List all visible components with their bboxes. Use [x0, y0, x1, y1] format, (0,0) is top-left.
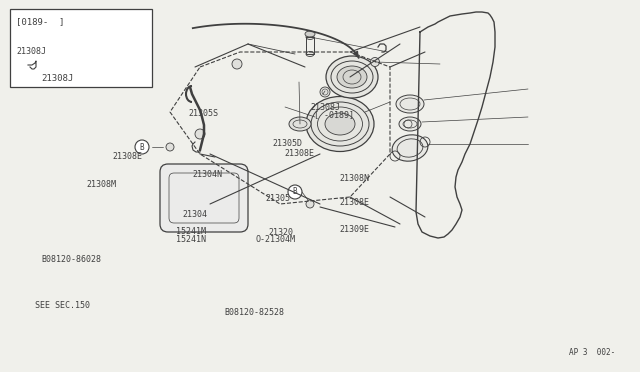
Ellipse shape — [306, 96, 374, 151]
Ellipse shape — [399, 117, 421, 131]
Text: 15241N: 15241N — [176, 235, 206, 244]
Text: 21308E: 21308E — [112, 152, 142, 161]
Ellipse shape — [289, 117, 311, 131]
Circle shape — [320, 87, 330, 97]
Ellipse shape — [306, 35, 314, 39]
Text: 21304: 21304 — [182, 210, 207, 219]
Text: AP 3  002-: AP 3 002- — [569, 348, 615, 357]
Text: 21320: 21320 — [269, 228, 294, 237]
Text: SEE SEC.150: SEE SEC.150 — [35, 301, 90, 310]
Text: 21304N: 21304N — [192, 170, 222, 179]
Ellipse shape — [306, 51, 314, 57]
Text: 21308N: 21308N — [339, 174, 369, 183]
Ellipse shape — [326, 56, 378, 98]
Circle shape — [232, 59, 242, 69]
Text: B: B — [140, 142, 144, 151]
Circle shape — [166, 143, 174, 151]
Text: O-21304M: O-21304M — [256, 235, 296, 244]
Text: 21308M: 21308M — [86, 180, 116, 189]
Text: [ -0189]: [ -0189] — [314, 110, 354, 119]
Circle shape — [135, 140, 149, 154]
Text: [0189-  ]: [0189- ] — [16, 17, 65, 26]
Circle shape — [306, 200, 314, 208]
Ellipse shape — [305, 31, 315, 37]
Circle shape — [195, 129, 205, 139]
Text: 21308J: 21308J — [310, 103, 340, 112]
Ellipse shape — [337, 66, 367, 88]
Ellipse shape — [392, 135, 428, 161]
Text: 21308E: 21308E — [339, 198, 369, 207]
Text: 21308J: 21308J — [16, 48, 46, 57]
Text: 21305: 21305 — [266, 194, 291, 203]
Text: 15241M: 15241M — [176, 227, 206, 236]
Text: B08120-82528: B08120-82528 — [224, 308, 284, 317]
Circle shape — [288, 185, 302, 199]
Text: B08120-86028: B08120-86028 — [42, 255, 102, 264]
Ellipse shape — [325, 113, 355, 135]
Text: 21305S: 21305S — [189, 109, 219, 118]
Text: 21308J: 21308J — [42, 74, 74, 83]
Circle shape — [371, 58, 380, 67]
Ellipse shape — [396, 95, 424, 113]
Bar — [10, 9, 152, 87]
Text: 21305D: 21305D — [272, 139, 302, 148]
FancyBboxPatch shape — [160, 164, 248, 232]
Text: 21308E: 21308E — [285, 149, 315, 158]
Text: 21309E: 21309E — [339, 225, 369, 234]
Text: B: B — [292, 187, 298, 196]
